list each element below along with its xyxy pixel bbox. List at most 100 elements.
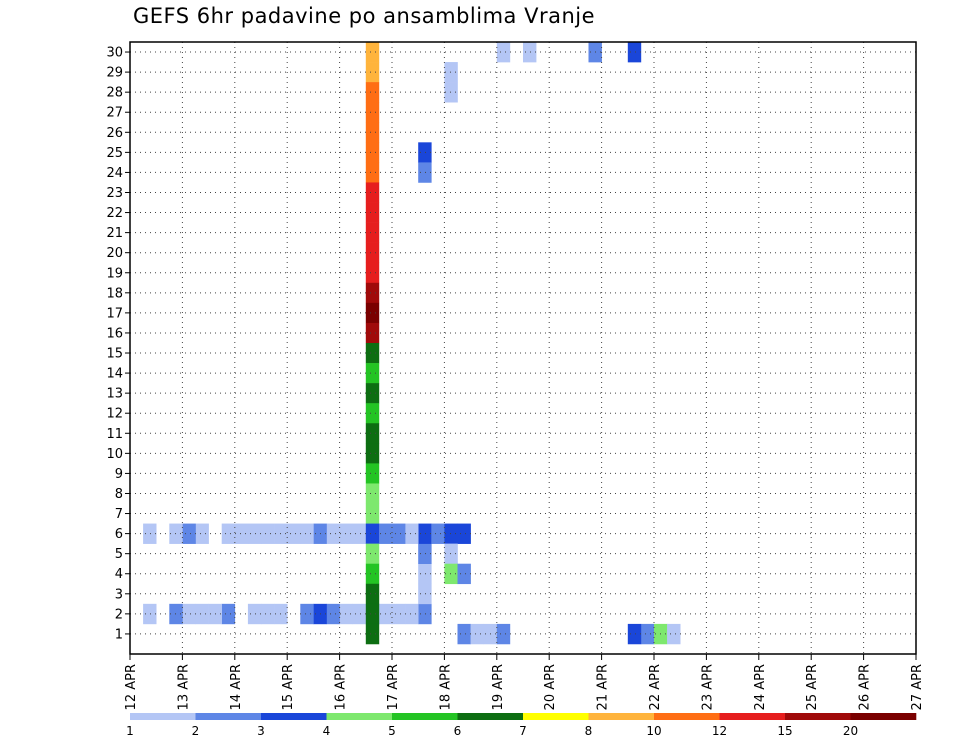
y-tick-label: 19 <box>106 266 123 281</box>
y-tick-label: 2 <box>115 607 123 622</box>
heatmap-cell <box>365 142 380 163</box>
x-axis: 12 APR 13 APR 14 APR 15 APR 16 APR 17 APR 18 A… <box>124 654 925 710</box>
heatmap-cell <box>365 623 380 645</box>
colorbar-label: 2 <box>192 724 200 738</box>
heatmap-cell <box>431 523 445 544</box>
heatmap-cell <box>444 543 458 565</box>
heatmap-cell <box>496 42 511 63</box>
heatmap-cell <box>365 543 380 565</box>
y-axis: 1234567891011121314151617181920212223242… <box>106 46 130 642</box>
heatmap-cell <box>457 523 471 544</box>
y-tick-label: 26 <box>106 126 123 141</box>
colorbar-label: 1 <box>126 724 134 738</box>
heatmap-cell <box>496 623 511 645</box>
colorbar-swatch <box>392 713 458 720</box>
colorbar-swatch <box>850 713 917 720</box>
heatmap-cell <box>326 603 340 625</box>
chart-title: GEFS 6hr padavine po ansamblima Vranje <box>133 4 596 28</box>
heatmap-cell <box>365 122 380 143</box>
colorbar-swatch <box>523 713 589 720</box>
heatmap-cell <box>365 282 380 304</box>
y-tick-label: 12 <box>106 407 123 422</box>
y-tick-label: 20 <box>106 246 123 261</box>
heatmap-cells <box>143 42 681 645</box>
heatmap-cell <box>405 603 419 625</box>
heatmap-cell <box>627 623 642 645</box>
heatmap-cell <box>339 523 353 544</box>
y-tick-label: 18 <box>106 286 123 301</box>
y-tick-label: 14 <box>106 367 123 382</box>
colorbar-label: 5 <box>388 724 396 738</box>
heatmap-cell <box>444 62 458 83</box>
x-tick-label: 12 APR <box>124 664 139 710</box>
heatmap-cell <box>627 42 642 63</box>
y-tick-label: 30 <box>106 46 123 61</box>
x-tick-label: 19 APR <box>491 664 506 710</box>
heatmap-cell <box>392 523 406 544</box>
heatmap-cell <box>418 543 432 565</box>
colorbar-swatch <box>326 713 393 720</box>
heatmap-cell <box>392 603 406 625</box>
x-tick-label: 15 APR <box>281 664 296 710</box>
y-tick-label: 24 <box>106 166 123 181</box>
heatmap-cell <box>523 42 537 63</box>
x-tick-label: 22 APR <box>648 664 663 710</box>
y-tick-label: 16 <box>106 326 123 341</box>
colorbar-label: 6 <box>454 724 462 738</box>
heatmap-cell <box>405 523 419 544</box>
heatmap-cell <box>326 523 340 544</box>
heatmap-cell <box>339 603 353 625</box>
heatmap-cell <box>418 142 432 163</box>
colorbar-swatch <box>785 713 851 720</box>
colorbar: 1 2 3 4 5 6 7 8 10 12 15 20 <box>126 713 917 738</box>
x-tick-label: 27 APR <box>910 664 925 710</box>
heatmap-cell <box>221 523 236 544</box>
x-tick-label: 20 APR <box>543 664 558 710</box>
y-tick-label: 28 <box>106 86 123 101</box>
x-tick-label: 25 APR <box>805 664 820 710</box>
heatmap-cell <box>143 603 157 625</box>
heatmap-cell <box>247 523 262 544</box>
heatmap-cell <box>234 523 249 544</box>
heatmap-cell <box>365 302 380 324</box>
colorbar-label: 12 <box>712 724 727 738</box>
colorbar-swatch <box>457 713 524 720</box>
y-tick-label: 15 <box>106 347 123 362</box>
heatmap-cell <box>352 523 367 544</box>
heatmap-cell <box>365 82 380 103</box>
y-tick-label: 5 <box>115 547 123 562</box>
heatmap-cell <box>182 523 196 544</box>
colorbar-label: 7 <box>519 724 527 738</box>
heatmap-cell <box>365 162 380 183</box>
y-tick-label: 10 <box>106 447 123 462</box>
y-tick-label: 3 <box>115 587 123 602</box>
heatmap-cell <box>365 583 380 605</box>
y-tick-label: 29 <box>106 66 123 81</box>
heatmap-cell <box>365 102 380 123</box>
heatmap-cell <box>667 623 681 645</box>
y-tick-label: 1 <box>115 627 123 642</box>
y-tick-label: 11 <box>106 427 123 442</box>
x-tick-label: 24 APR <box>753 664 768 710</box>
heatmap-cell <box>365 523 380 544</box>
colorbar-label: 20 <box>843 724 858 738</box>
colorbar-swatch <box>588 713 655 720</box>
colorbar-label: 3 <box>257 724 265 738</box>
heatmap-cell <box>182 603 196 625</box>
colorbar-label: 4 <box>323 724 331 738</box>
heatmap-cell <box>195 603 209 625</box>
grid-lines <box>130 42 916 654</box>
heatmap-cell <box>221 603 236 625</box>
heatmap-cell <box>143 523 157 544</box>
x-tick-label: 18 APR <box>438 664 453 710</box>
heatmap-cell <box>365 262 380 284</box>
heatmap-cell <box>457 623 471 645</box>
heatmap-cell <box>365 423 380 444</box>
heatmap-cell <box>365 342 380 364</box>
heatmap-cell <box>365 363 380 384</box>
heatmap-cell <box>365 322 380 344</box>
colorbar-label: 8 <box>585 724 593 738</box>
heatmap-cell <box>365 463 380 484</box>
x-tick-label: 17 APR <box>386 664 401 710</box>
